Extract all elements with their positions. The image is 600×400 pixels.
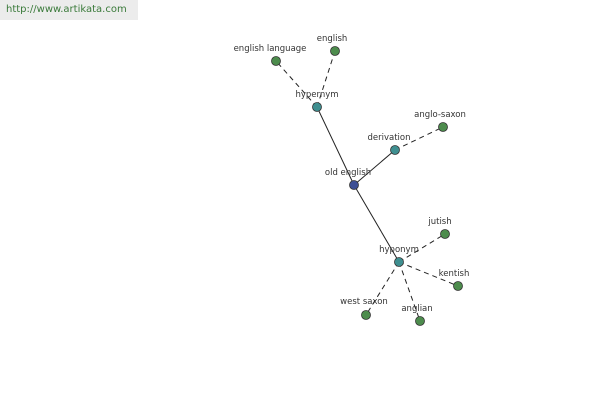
dashed-edge bbox=[365, 261, 400, 316]
node bbox=[312, 102, 322, 112]
node bbox=[394, 257, 404, 267]
node bbox=[349, 180, 359, 190]
node-label: english bbox=[317, 34, 348, 44]
dashed-edge bbox=[316, 50, 336, 108]
node bbox=[271, 56, 281, 66]
site-url[interactable]: http://www.artikata.com bbox=[6, 4, 127, 15]
node bbox=[438, 122, 448, 132]
edge bbox=[353, 184, 400, 263]
edge bbox=[316, 106, 355, 186]
node-label: old english bbox=[325, 168, 371, 178]
node bbox=[330, 46, 340, 56]
node bbox=[453, 281, 463, 291]
edge bbox=[353, 149, 396, 186]
dashed-edge bbox=[398, 261, 421, 322]
node-label: hypernym bbox=[295, 90, 338, 100]
node-label: anglian bbox=[401, 304, 432, 314]
node-label: west saxon bbox=[340, 297, 388, 307]
node-label: anglo-saxon bbox=[414, 110, 466, 120]
node-label: derivation bbox=[367, 133, 410, 143]
header: http://www.artikata.com bbox=[0, 0, 138, 20]
dashed-edge bbox=[275, 60, 318, 108]
node bbox=[440, 229, 450, 239]
node-label: english language bbox=[234, 44, 307, 54]
node-label: hyponym bbox=[379, 245, 419, 255]
node-label: jutish bbox=[427, 217, 451, 227]
node bbox=[361, 310, 371, 320]
node bbox=[415, 316, 425, 326]
node-label: kentish bbox=[439, 269, 470, 279]
node bbox=[390, 145, 400, 155]
dashed-edge bbox=[398, 261, 459, 287]
